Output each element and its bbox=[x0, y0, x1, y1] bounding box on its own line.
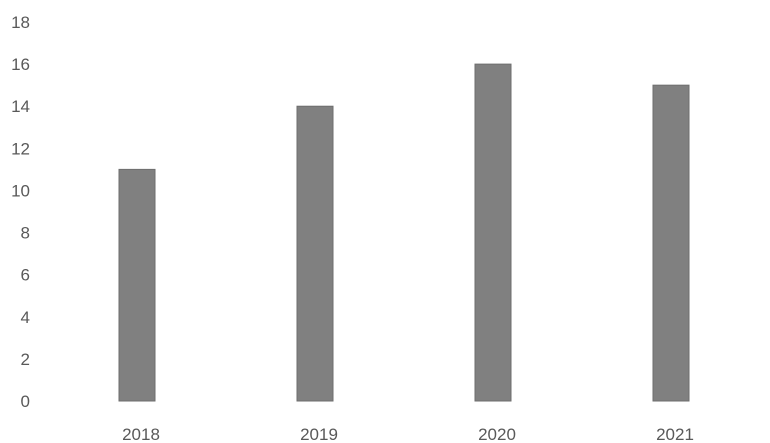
x-tick-label: 2019 bbox=[300, 425, 338, 443]
y-tick-label: 6 bbox=[21, 266, 30, 285]
x-axis: 2018 2019 2020 2021 bbox=[122, 425, 694, 443]
y-tick-label: 4 bbox=[21, 308, 30, 327]
y-tick-label: 14 bbox=[11, 97, 30, 116]
y-tick-label: 10 bbox=[11, 181, 30, 200]
y-tick-label: 12 bbox=[11, 139, 30, 158]
y-tick-label: 8 bbox=[21, 224, 30, 243]
y-tick-label: 2 bbox=[21, 350, 30, 369]
x-tick-label: 2018 bbox=[122, 425, 160, 443]
y-tick-label: 16 bbox=[11, 55, 30, 74]
bar-2020 bbox=[474, 63, 512, 402]
bar-2019 bbox=[296, 105, 334, 402]
y-tick-label: 18 bbox=[11, 13, 30, 32]
bar-2021 bbox=[652, 84, 690, 402]
bars bbox=[118, 63, 690, 402]
y-axis: 0 2 4 6 8 10 12 14 16 18 bbox=[11, 13, 30, 411]
y-tick-label: 0 bbox=[21, 392, 30, 411]
x-tick-label: 2020 bbox=[478, 425, 516, 443]
bar-2018 bbox=[118, 168, 156, 402]
x-tick-label: 2021 bbox=[656, 425, 694, 443]
